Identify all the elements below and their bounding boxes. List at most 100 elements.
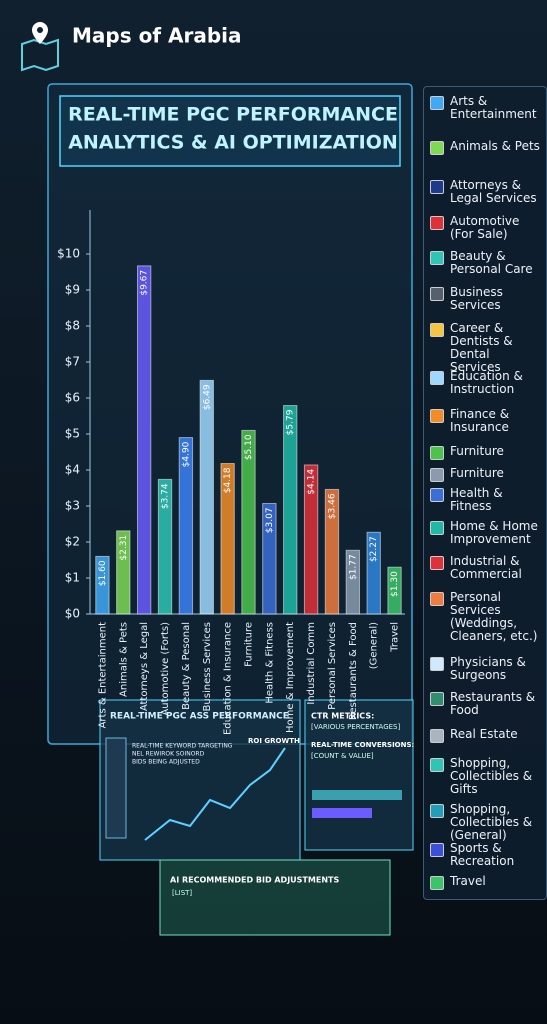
legend-item: Shopping, Collectibles & Gifts bbox=[428, 757, 544, 796]
value-label: $4.14 bbox=[307, 469, 317, 495]
panel-text: [COUNT & VALUE] bbox=[311, 752, 374, 760]
panel-text: REAL-TIME KEYWORD TARGETING bbox=[132, 743, 233, 750]
legend-item: Travel bbox=[428, 875, 544, 890]
legend-item: Business Services bbox=[428, 286, 544, 312]
panel-text: [LIST] bbox=[172, 889, 192, 897]
legend-item: Career & Dentists & Dental Services bbox=[428, 322, 544, 374]
legend-item: Real Estate bbox=[428, 728, 544, 743]
legend-swatch bbox=[430, 216, 444, 230]
x-tick-label: (General) bbox=[369, 622, 380, 669]
legend-item: Furniture bbox=[428, 445, 544, 460]
x-tick-label: Arts & Entertainment bbox=[97, 622, 108, 728]
legend-label: Arts & Entertainment bbox=[450, 94, 537, 121]
chart-title: REAL-TIME PGC PERFORMANCE bbox=[68, 104, 398, 126]
metrics-panel bbox=[304, 699, 414, 851]
legend-label: Personal Services (Weddings, Cleaners, e… bbox=[450, 590, 538, 643]
legend-label: Finance & Insurance bbox=[450, 407, 510, 434]
legend-swatch bbox=[430, 556, 444, 570]
y-tick-label: $0 bbox=[65, 607, 80, 621]
bar bbox=[178, 437, 194, 615]
legend-label: Furniture bbox=[450, 444, 504, 458]
legend-swatch bbox=[430, 287, 444, 301]
y-tick-label: $4 bbox=[65, 463, 80, 477]
bar bbox=[241, 429, 256, 615]
value-label: $9.67 bbox=[140, 270, 150, 296]
performance-panel bbox=[99, 699, 301, 861]
x-tick-label: Education & Insurance bbox=[223, 622, 234, 735]
x-tick-label: Attorneys & Legal bbox=[139, 622, 150, 711]
y-tick-label: $10 bbox=[57, 247, 80, 261]
value-label: $3.07 bbox=[265, 507, 275, 533]
panel-text: NEL REWIROK SOINORD bbox=[132, 751, 205, 758]
legend-item: Arts & Entertainment bbox=[428, 95, 544, 121]
x-tick-label: Home & Improvement bbox=[285, 622, 296, 733]
legend-item: Sports & Recreation bbox=[428, 842, 544, 868]
lower-panels bbox=[99, 699, 414, 936]
y-tick-label: $3 bbox=[65, 499, 80, 513]
legend-swatch bbox=[430, 758, 444, 772]
value-label: $1.30 bbox=[390, 571, 400, 597]
value-label: $1.60 bbox=[98, 560, 108, 586]
y-tick-label: $2 bbox=[65, 535, 80, 549]
legend-swatch bbox=[430, 488, 444, 502]
bar bbox=[116, 530, 131, 615]
metric-bar bbox=[312, 808, 372, 818]
value-label: $3.74 bbox=[161, 483, 171, 509]
y-tick-label: $6 bbox=[65, 391, 80, 405]
legend-swatch bbox=[430, 843, 444, 857]
metric-bar bbox=[312, 790, 402, 800]
legend-item: Beauty & Personal Care bbox=[428, 250, 544, 276]
value-label: $6.49 bbox=[202, 384, 212, 410]
title-box bbox=[59, 95, 401, 167]
bar bbox=[283, 405, 298, 615]
legend-label: Shopping, Collectibles & Gifts bbox=[450, 756, 533, 796]
legend-swatch bbox=[430, 876, 444, 890]
roi-line bbox=[144, 747, 286, 841]
bar bbox=[136, 265, 152, 615]
panel-text: ROI GROWTH bbox=[248, 737, 300, 745]
legend-label: Real Estate bbox=[450, 727, 518, 741]
bar bbox=[262, 502, 277, 615]
legend-label: Sports & Recreation bbox=[450, 841, 515, 868]
x-tick-label: Business Services bbox=[202, 622, 213, 711]
x-tick-label: Animals & Pets bbox=[118, 622, 129, 697]
legend-swatch bbox=[430, 692, 444, 706]
legend-item: Health & Fitness bbox=[428, 487, 544, 513]
legend-item: Finance & Insurance bbox=[428, 408, 544, 434]
y-tick-label: $1 bbox=[65, 571, 80, 585]
legend-label: Physicians & Surgeons bbox=[450, 655, 526, 682]
legend-swatch bbox=[430, 251, 444, 265]
legend-item: Shopping, Collectibles & (General) bbox=[428, 803, 544, 842]
legend-label: Animals & Pets bbox=[450, 139, 540, 153]
legend-label: Shopping, Collectibles & (General) bbox=[450, 802, 533, 842]
panel-text: BIDS BEING ADJUSTED bbox=[132, 759, 200, 766]
legend-item: Attorneys & Legal Services bbox=[428, 179, 544, 205]
bar bbox=[95, 555, 110, 615]
panel-text: AI RECOMMENDED BID ADJUSTMENTS bbox=[170, 876, 339, 885]
icon-strip bbox=[105, 737, 127, 839]
legend-swatch bbox=[430, 371, 444, 385]
legend-swatch bbox=[430, 729, 444, 743]
legend-swatch bbox=[430, 180, 444, 194]
legend-swatch bbox=[430, 804, 444, 818]
legend-label: Education & Instruction bbox=[450, 369, 523, 396]
panel-text: REAL-TIME CONVERSIONS: bbox=[311, 741, 415, 749]
ai-panel bbox=[159, 859, 391, 936]
bar bbox=[157, 478, 173, 615]
legend-label: Attorneys & Legal Services bbox=[450, 178, 537, 205]
chart-title: ANALYTICS & AI OPTIMIZATION bbox=[68, 132, 398, 154]
legend-swatch bbox=[430, 141, 444, 155]
legend-swatch bbox=[430, 521, 444, 535]
y-tick-label: $5 bbox=[65, 427, 80, 441]
legend-item: Automotive (For Sale) bbox=[428, 215, 544, 241]
legend-swatch bbox=[430, 323, 444, 337]
legend-label: Business Services bbox=[450, 285, 503, 312]
legend-item: Furniture bbox=[428, 467, 544, 482]
legend-swatch bbox=[430, 446, 444, 460]
legend-label: Restaurants & Food bbox=[450, 690, 536, 717]
bar bbox=[324, 488, 340, 615]
legend-label: Home & Home Improvement bbox=[450, 519, 538, 546]
legend-swatch bbox=[430, 468, 444, 482]
value-label: $5.10 bbox=[244, 434, 254, 460]
